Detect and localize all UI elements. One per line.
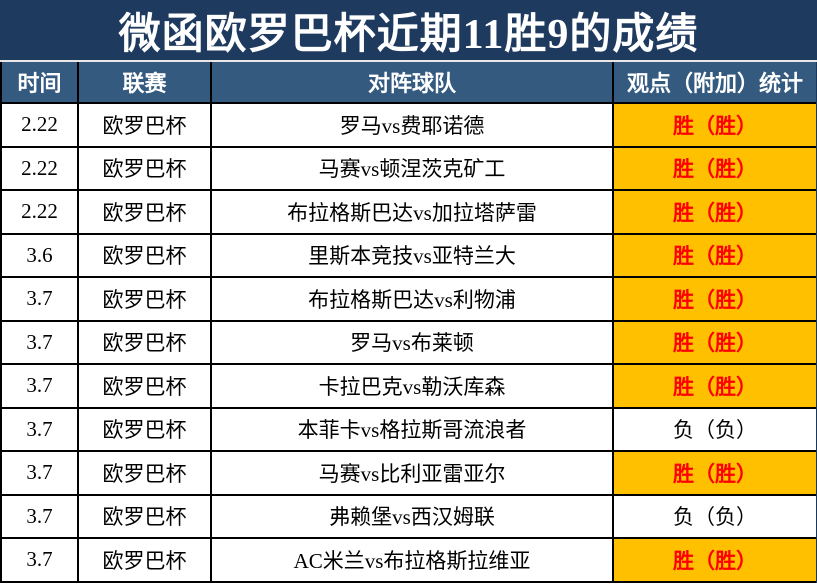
match-teams: 布拉格斯巴达vs利物浦	[210, 276, 614, 322]
match-league: 欧罗巴杯	[77, 189, 212, 235]
match-teams: AC米兰vs布拉格斯拉维亚	[210, 537, 614, 583]
match-teams: 里斯本竞技vs亚特兰大	[210, 232, 614, 278]
match-date: 3.7	[0, 406, 79, 452]
match-result: 胜（胜）	[612, 145, 817, 191]
match-teams: 布拉格斯巴达vs加拉塔萨雷	[210, 189, 614, 235]
match-result: 胜（胜）	[612, 189, 817, 235]
match-teams: 罗马vs布莱顿	[210, 319, 614, 365]
table-row: 3.7 欧罗巴杯 本菲卡vs格拉斯哥流浪者 负（负）	[0, 406, 817, 452]
header-league: 联赛	[77, 62, 212, 104]
results-table: 时间 联赛 对阵球队 观点（附加）统计 2.22 欧罗巴杯 罗马vs费耶诺德 胜…	[0, 62, 817, 583]
match-date: 3.7	[0, 363, 79, 409]
table-row: 3.6 欧罗巴杯 里斯本竞技vs亚特兰大 胜（胜）	[0, 232, 817, 278]
table-row: 3.7 欧罗巴杯 马赛vs比利亚雷亚尔 胜（胜）	[0, 450, 817, 496]
match-date: 2.22	[0, 102, 79, 148]
match-date: 3.7	[0, 276, 79, 322]
match-result: 胜（胜）	[612, 363, 817, 409]
match-league: 欧罗巴杯	[77, 102, 212, 148]
match-teams: 罗马vs费耶诺德	[210, 102, 614, 148]
match-date: 2.22	[0, 145, 79, 191]
page-title: 微函欧罗巴杯近期11胜9的成绩	[0, 0, 817, 62]
match-result: 胜（胜）	[612, 319, 817, 365]
table-row: 2.22 欧罗巴杯 马赛vs顿涅茨克矿工 胜（胜）	[0, 145, 817, 191]
header-row: 时间 联赛 对阵球队 观点（附加）统计	[0, 62, 817, 104]
match-date: 3.7	[0, 493, 79, 539]
match-league: 欧罗巴杯	[77, 319, 212, 365]
match-result: 负（负）	[612, 406, 817, 452]
match-league: 欧罗巴杯	[77, 232, 212, 278]
match-league: 欧罗巴杯	[77, 363, 212, 409]
match-teams: 弗赖堡vs西汉姆联	[210, 493, 614, 539]
match-result: 胜（胜）	[612, 450, 817, 496]
table-row: 3.7 欧罗巴杯 弗赖堡vs西汉姆联 负（负）	[0, 493, 817, 539]
match-result: 胜（胜）	[612, 232, 817, 278]
table-body: 2.22 欧罗巴杯 罗马vs费耶诺德 胜（胜） 2.22 欧罗巴杯 马赛vs顿涅…	[0, 102, 817, 583]
match-result: 胜（胜）	[612, 276, 817, 322]
match-league: 欧罗巴杯	[77, 450, 212, 496]
match-league: 欧罗巴杯	[77, 406, 212, 452]
table-row: 3.7 欧罗巴杯 罗马vs布莱顿 胜（胜）	[0, 319, 817, 365]
header-time: 时间	[0, 62, 79, 104]
match-date: 3.7	[0, 537, 79, 583]
match-teams: 本菲卡vs格拉斯哥流浪者	[210, 406, 614, 452]
header-teams: 对阵球队	[210, 62, 614, 104]
table-row: 3.7 欧罗巴杯 卡拉巴克vs勒沃库森 胜（胜）	[0, 363, 817, 409]
match-date: 3.7	[0, 319, 79, 365]
table-row: 3.7 欧罗巴杯 布拉格斯巴达vs利物浦 胜（胜）	[0, 276, 817, 322]
match-result: 胜（胜）	[612, 102, 817, 148]
match-league: 欧罗巴杯	[77, 493, 212, 539]
match-result: 负（负）	[612, 493, 817, 539]
match-date: 2.22	[0, 189, 79, 235]
table-row: 2.22 欧罗巴杯 罗马vs费耶诺德 胜（胜）	[0, 102, 817, 148]
match-teams: 马赛vs顿涅茨克矿工	[210, 145, 614, 191]
match-date: 3.7	[0, 450, 79, 496]
match-teams: 马赛vs比利亚雷亚尔	[210, 450, 614, 496]
match-teams: 卡拉巴克vs勒沃库森	[210, 363, 614, 409]
match-date: 3.6	[0, 232, 79, 278]
match-league: 欧罗巴杯	[77, 276, 212, 322]
match-league: 欧罗巴杯	[77, 537, 212, 583]
match-league: 欧罗巴杯	[77, 145, 212, 191]
table-row: 2.22 欧罗巴杯 布拉格斯巴达vs加拉塔萨雷 胜（胜）	[0, 189, 817, 235]
header-stats: 观点（附加）统计	[612, 62, 817, 104]
match-result: 胜（胜）	[612, 537, 817, 583]
table-row: 3.7 欧罗巴杯 AC米兰vs布拉格斯拉维亚 胜（胜）	[0, 537, 817, 583]
